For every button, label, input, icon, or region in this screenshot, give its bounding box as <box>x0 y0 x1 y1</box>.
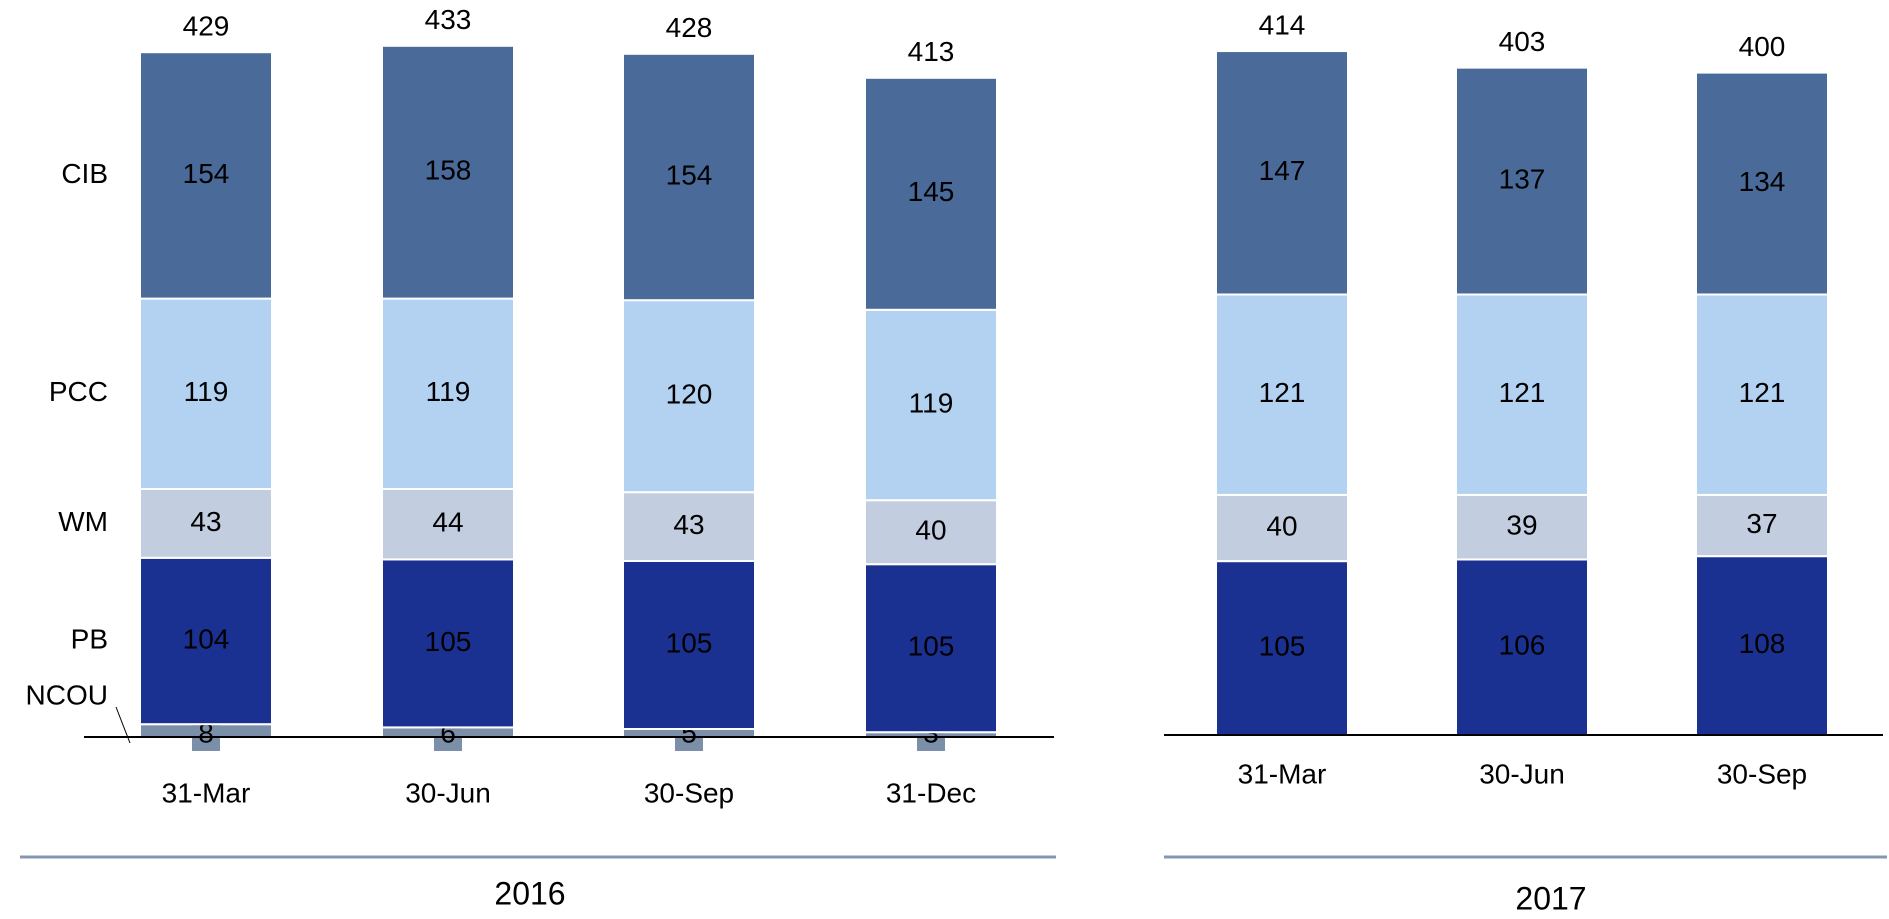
data-label: 120 <box>666 379 713 410</box>
total-label: 429 <box>183 11 230 42</box>
series-label: PB <box>71 623 108 654</box>
total-label: 413 <box>908 36 955 67</box>
data-label: 40 <box>1266 510 1297 541</box>
data-label: 119 <box>909 387 954 418</box>
series-label: NCOU <box>26 679 108 710</box>
data-label: 121 <box>1259 377 1306 408</box>
bar-segment <box>864 76 998 311</box>
data-label: 158 <box>425 155 472 186</box>
data-label: 105 <box>666 627 713 658</box>
bar-segment <box>622 299 756 494</box>
data-label: 43 <box>673 509 704 540</box>
data-label: 43 <box>190 506 221 537</box>
total-label: 403 <box>1499 26 1546 57</box>
x-tick-label: 30-Sep <box>644 777 734 808</box>
bar-segment <box>1215 293 1349 496</box>
series-label: PCC <box>49 376 108 407</box>
bar-segment <box>1215 50 1349 296</box>
bar-segment <box>1215 493 1349 563</box>
x-tick-label: 31-Dec <box>886 777 976 808</box>
total-label: 433 <box>425 4 472 35</box>
x-tick-label: 30-Jun <box>405 777 491 808</box>
data-label: 40 <box>915 515 946 546</box>
bar-segment <box>1455 558 1589 736</box>
data-label: 134 <box>1739 166 1786 197</box>
bar-segment <box>139 297 273 490</box>
total-label: 400 <box>1739 31 1786 62</box>
data-label: 121 <box>1739 377 1786 408</box>
bar-segment <box>622 560 756 730</box>
bar-segment <box>1695 71 1829 296</box>
group-label: 2016 <box>494 875 565 911</box>
total-label: 428 <box>666 12 713 43</box>
bar-segment <box>381 558 515 729</box>
total-label: 414 <box>1259 9 1306 40</box>
bar-segment <box>1455 493 1589 561</box>
bar-segment <box>381 488 515 561</box>
data-label: 147 <box>1259 155 1306 186</box>
bar-segment <box>381 44 515 300</box>
data-label: 39 <box>1506 510 1537 541</box>
bar-segment <box>139 51 273 300</box>
data-label: 105 <box>1259 630 1306 661</box>
x-tick-label: 31-Mar <box>1238 758 1327 789</box>
data-label: 108 <box>1739 628 1786 659</box>
data-label: 154 <box>666 159 713 190</box>
data-label: 121 <box>1499 377 1546 408</box>
bar-segment <box>1455 66 1589 296</box>
bar-segment <box>1455 293 1589 496</box>
data-label: 119 <box>184 376 229 407</box>
data-label: 145 <box>908 176 955 207</box>
series-label: WM <box>58 506 108 537</box>
data-label: 105 <box>425 626 472 657</box>
data-label: 104 <box>183 623 230 654</box>
data-label: 37 <box>1746 508 1777 539</box>
bar-segment <box>139 488 273 559</box>
x-tick-label: 31-Mar <box>162 777 251 808</box>
data-label: 105 <box>908 631 955 662</box>
data-label: 137 <box>1499 163 1546 194</box>
bar-segment <box>864 499 998 566</box>
group-label: 2017 <box>1515 880 1586 916</box>
bar-segment <box>622 52 756 302</box>
data-label: 44 <box>432 507 463 538</box>
x-tick-label: 30-Jun <box>1479 758 1565 789</box>
data-label: 154 <box>183 158 230 189</box>
data-label: 119 <box>426 376 471 407</box>
x-tick-label: 30-Sep <box>1717 758 1807 789</box>
bar-segment <box>864 308 998 502</box>
series-label: CIB <box>61 158 108 189</box>
data-label: 106 <box>1499 630 1546 661</box>
